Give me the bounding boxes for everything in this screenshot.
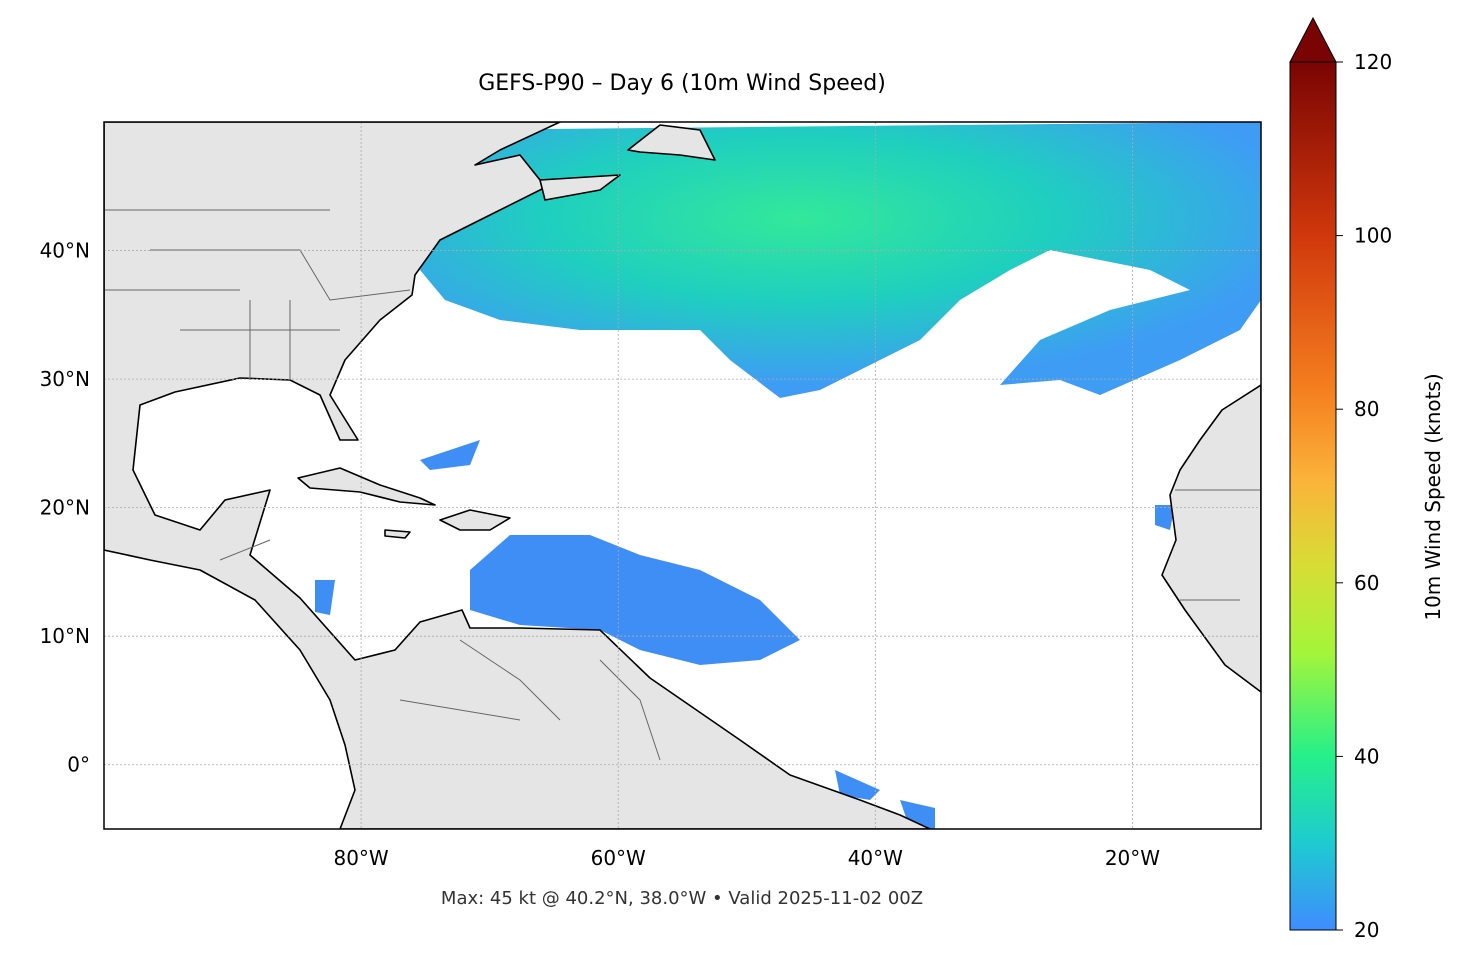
map-frame (103, 121, 1262, 830)
colorbar-extend (1289, 16, 1337, 63)
title: GEFS-P90 – Day 6 (10m Wind Speed) (478, 71, 886, 96)
gridlines (104, 122, 1261, 829)
footer: Max: 45 kt @ 40.2°N, 38.0°W • Valid 2025… (441, 888, 923, 909)
wind-field (470, 535, 800, 665)
colorbar-tick-label: 60 (1354, 571, 1379, 595)
borders (104, 209, 1261, 761)
map-area (104, 122, 1261, 829)
colorbar-tick-label: 20 (1354, 918, 1379, 942)
lat-tick-label: 10°N (40, 624, 90, 648)
land (104, 122, 931, 829)
land (1161, 384, 1261, 693)
colorbar-label: 10m Wind Speed (knots) (1421, 373, 1445, 620)
colorbar-tick-label: 100 (1354, 224, 1392, 248)
lon-tick-label: 40°W (848, 846, 903, 870)
lat-tick-label: 30°N (40, 367, 90, 391)
wind-field (420, 122, 1261, 398)
colorbar-tick-label: 80 (1354, 397, 1379, 421)
colorbar-tick-label: 40 (1354, 744, 1379, 768)
colorbar-tick-label: 120 (1354, 50, 1392, 74)
lon-tick-label: 80°W (333, 846, 388, 870)
lon-tick-label: 60°W (591, 846, 646, 870)
island (297, 124, 716, 539)
colorbar (1289, 61, 1337, 931)
lat-tick-label: 40°N (40, 239, 90, 263)
lat-tick-label: 20°N (40, 496, 90, 520)
lat-tick-label: 0° (67, 753, 90, 777)
lon-tick-label: 20°W (1105, 846, 1160, 870)
